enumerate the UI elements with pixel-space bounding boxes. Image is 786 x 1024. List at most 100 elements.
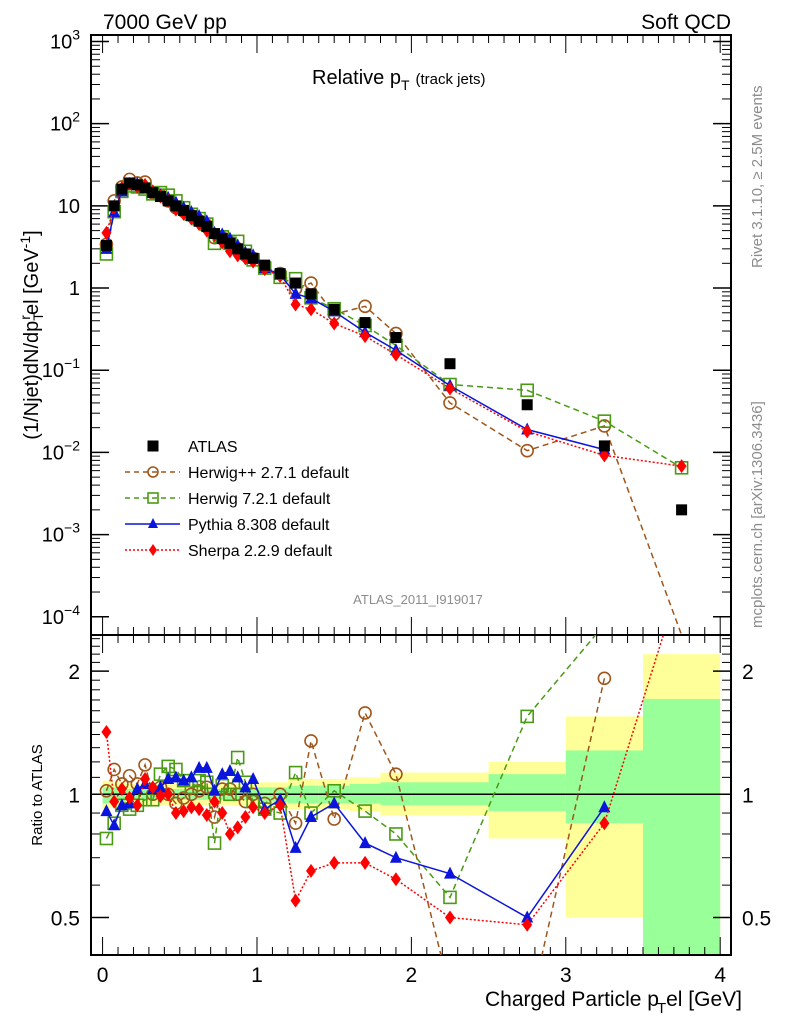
triangle-marker [169, 770, 182, 783]
triangle-marker [305, 810, 318, 823]
circle-marker [147, 466, 159, 478]
legend-item: Pythia 8.308 default [125, 517, 330, 534]
ratio-series-line [105, 678, 606, 955]
circle-marker [99, 783, 114, 798]
square-marker [389, 827, 403, 841]
y-tick-label: 103 [50, 27, 80, 54]
legend-label: Sherpa 2.2.9 default [188, 543, 333, 560]
triangle-marker [359, 836, 372, 849]
data-marker [131, 179, 143, 191]
legend-item: Herwig++ 2.7.1 default [125, 465, 350, 482]
ratio-y-tick-label: 1 [68, 784, 80, 807]
diamond-marker [232, 820, 243, 835]
diamond-marker [140, 771, 151, 786]
square-marker [520, 709, 534, 724]
diamond-marker [178, 804, 189, 819]
data-marker [162, 195, 174, 207]
legend-label: Herwig++ 2.7.1 default [188, 465, 350, 482]
ratio-y-tick-label: 2 [68, 661, 80, 684]
series-herwig-2-7-1-default [99, 172, 683, 636]
x-tick-label: 0 [97, 964, 109, 987]
data-marker [147, 187, 159, 199]
y-tick-label: 10−3 [42, 520, 80, 547]
analysis-label: ATLAS_2011_I919017 [353, 592, 483, 607]
y-tick-label: 1 [69, 278, 80, 300]
diamond-marker [522, 424, 533, 439]
diamond-marker [224, 826, 235, 841]
data-marker [124, 177, 136, 189]
legend-item: Herwig 7.2.1 default [125, 491, 331, 508]
triangle-marker [216, 767, 229, 780]
x-tick-label: 4 [714, 964, 726, 987]
diamond-marker [306, 863, 317, 878]
diamond-marker [186, 800, 197, 815]
data-marker [290, 277, 302, 289]
ratio-series-sherpa-2-2-9-default [101, 635, 665, 932]
ratio-series-line [105, 635, 597, 899]
triangle-marker [521, 910, 534, 923]
circle-marker [176, 791, 191, 805]
diamond-marker [329, 855, 340, 870]
ratio-series-layer [99, 635, 665, 955]
data-marker [116, 183, 128, 195]
diamond-marker [149, 544, 157, 556]
data-marker [224, 237, 236, 249]
triangle-marker [289, 286, 302, 299]
data-marker [185, 210, 197, 222]
circle-marker [597, 671, 612, 686]
diamond-marker [201, 808, 212, 823]
triangle-marker [131, 782, 144, 795]
square-marker [207, 836, 222, 850]
square-marker [597, 414, 612, 428]
ratio-y-tick-label-right: 2 [742, 661, 754, 684]
triangle-marker [328, 796, 341, 809]
data-marker [239, 248, 251, 260]
circle-marker [138, 758, 152, 772]
data-marker [444, 358, 456, 370]
diamond-marker [101, 724, 112, 739]
data-marker [193, 215, 205, 227]
data-marker [598, 440, 610, 452]
diamond-marker [209, 794, 220, 809]
circle-marker [238, 794, 253, 809]
mcplots-label: mcplots.cern.ch [arXiv:1306.3436] [749, 401, 766, 628]
diamond-marker [240, 810, 251, 825]
square-marker [223, 787, 237, 802]
diamond-marker [360, 855, 371, 870]
diamond-marker [124, 790, 135, 805]
square-marker [200, 775, 214, 790]
square-marker [443, 890, 457, 905]
circle-marker [358, 706, 372, 720]
circle-marker [327, 812, 341, 826]
header-right: Soft QCD [641, 11, 731, 34]
diamond-marker [290, 893, 301, 908]
diamond-marker [329, 316, 340, 331]
plot-title: Relative pT (track jets) [312, 67, 486, 93]
diamond-marker [275, 798, 286, 813]
diamond-marker [101, 225, 112, 240]
triangle-marker [443, 866, 456, 879]
main-series-layer [99, 172, 689, 636]
triangle-marker [239, 780, 252, 793]
ratio-y-tick-label: 0.5 [51, 908, 80, 931]
data-marker [147, 440, 159, 452]
circle-marker [288, 816, 303, 831]
circle-marker [192, 783, 206, 798]
square-marker [230, 750, 245, 765]
circle-marker [230, 787, 245, 802]
diamond-marker [444, 381, 455, 396]
band-inner [642, 698, 721, 955]
main-y-axis-label: (1/Njet)dN/dpTrel [GeV-1] [17, 230, 46, 439]
diamond-marker [599, 448, 610, 463]
data-marker [259, 259, 271, 271]
triangle-marker [193, 760, 206, 773]
square-marker [288, 765, 303, 780]
data-marker [154, 191, 166, 203]
diamond-marker [390, 872, 401, 887]
data-marker [100, 239, 112, 251]
ratio-axis-ticks: 0 1 2 3 4 2 2 1 1 0.5 0.5 [51, 635, 771, 987]
circle-marker [107, 762, 121, 777]
legend-item: ATLAS [147, 439, 238, 456]
diamond-marker [109, 794, 120, 809]
series-line [105, 185, 682, 469]
